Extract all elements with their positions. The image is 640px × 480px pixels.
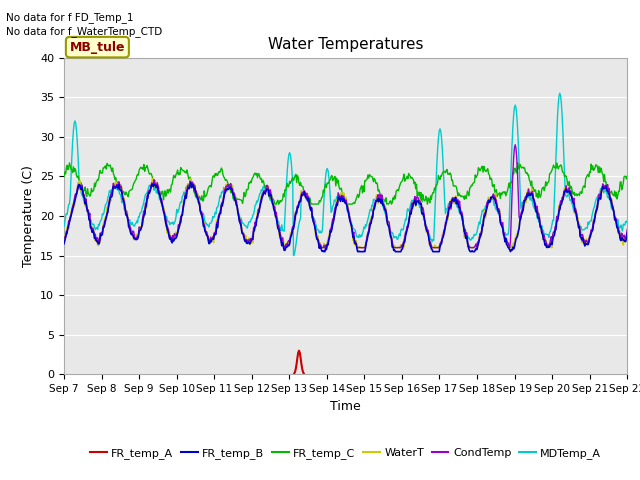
X-axis label: Time: Time [330, 400, 361, 413]
CondTemp [431, 245, 439, 251]
CondTemp [70, 197, 78, 203]
Text: No data for f FD_Temp_1: No data for f FD_Temp_1 [6, 12, 134, 23]
FR_temp_B [416, 201, 424, 207]
WaterT [70, 204, 78, 209]
Line: WaterT: WaterT [64, 179, 627, 248]
FR_temp_C [431, 187, 439, 193]
MDTemp_A [70, 120, 78, 126]
CondTemp [511, 142, 519, 148]
FR_temp_B [320, 249, 328, 254]
WaterT [128, 229, 136, 235]
WaterT [432, 245, 440, 251]
WaterT [623, 230, 631, 236]
WaterT [216, 209, 224, 215]
MDTemp_A [431, 198, 439, 204]
FR_temp_B [70, 201, 78, 206]
FR_temp_C [215, 168, 223, 174]
FR_temp_C [70, 168, 78, 174]
MDTemp_A [128, 219, 136, 225]
FR_temp_C [186, 177, 193, 182]
Line: FR_temp_C: FR_temp_C [64, 163, 627, 204]
MDTemp_A [60, 224, 68, 229]
Line: MDTemp_A: MDTemp_A [64, 93, 627, 255]
FR_temp_B [623, 231, 631, 237]
FR_temp_B [186, 186, 193, 192]
FR_temp_C [514, 160, 522, 166]
FR_temp_C [271, 201, 278, 207]
WaterT [60, 237, 68, 243]
MDTemp_A [556, 90, 564, 96]
CondTemp [415, 198, 422, 204]
FR_temp_B [60, 241, 68, 247]
CondTemp [60, 235, 68, 241]
MDTemp_A [186, 181, 193, 187]
MDTemp_A [415, 201, 422, 207]
FR_temp_C [623, 173, 631, 179]
FR_temp_B [187, 180, 195, 185]
Line: FR_temp_A: FR_temp_A [294, 350, 304, 373]
Title: Water Temperatures: Water Temperatures [268, 37, 423, 52]
Y-axis label: Temperature (C): Temperature (C) [22, 165, 35, 267]
WaterT [416, 201, 424, 206]
CondTemp [186, 182, 193, 188]
FR_temp_C [415, 192, 422, 198]
CondTemp [623, 227, 631, 232]
FR_temp_B [216, 211, 224, 217]
FR_temp_B [128, 231, 136, 237]
Line: CondTemp: CondTemp [64, 145, 627, 248]
WaterT [187, 176, 195, 181]
MDTemp_A [623, 218, 631, 224]
CondTemp [128, 231, 136, 237]
CondTemp [215, 211, 223, 217]
FR_temp_B [432, 249, 440, 254]
WaterT [280, 245, 288, 251]
Text: No data for f_WaterTemp_CTD: No data for f_WaterTemp_CTD [6, 26, 163, 37]
FR_temp_C [128, 186, 136, 192]
Legend: FR_temp_A, FR_temp_B, FR_temp_C, WaterT, CondTemp, MDTemp_A: FR_temp_A, FR_temp_B, FR_temp_C, WaterT,… [86, 444, 605, 463]
MDTemp_A [290, 252, 298, 258]
MDTemp_A [215, 198, 223, 204]
FR_temp_C [60, 174, 68, 180]
WaterT [186, 186, 193, 192]
Text: MB_tule: MB_tule [70, 41, 125, 54]
Line: FR_temp_B: FR_temp_B [64, 182, 627, 252]
CondTemp [280, 245, 288, 251]
